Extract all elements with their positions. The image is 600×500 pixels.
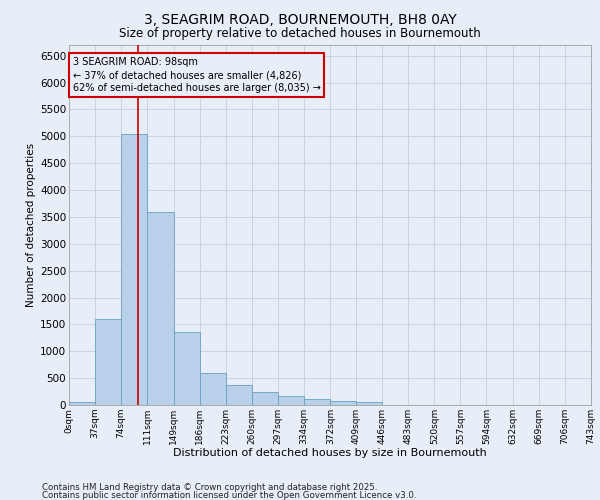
Bar: [356, 402, 382, 405]
Bar: [147, 212, 173, 405]
X-axis label: Distribution of detached houses by size in Bournemouth: Distribution of detached houses by size …: [173, 448, 487, 458]
Bar: [95, 319, 121, 405]
Bar: [304, 398, 331, 405]
Bar: [200, 373, 226, 405]
Bar: [226, 385, 251, 405]
Bar: [121, 134, 147, 405]
Bar: [331, 400, 356, 405]
Text: 3 SEAGRIM ROAD: 98sqm
← 37% of detached houses are smaller (4,826)
62% of semi-d: 3 SEAGRIM ROAD: 98sqm ← 37% of detached …: [73, 57, 320, 93]
Text: 3, SEAGRIM ROAD, BOURNEMOUTH, BH8 0AY: 3, SEAGRIM ROAD, BOURNEMOUTH, BH8 0AY: [143, 12, 457, 26]
Y-axis label: Number of detached properties: Number of detached properties: [26, 143, 36, 307]
Text: Contains public sector information licensed under the Open Government Licence v3: Contains public sector information licen…: [42, 491, 416, 500]
Text: Contains HM Land Registry data © Crown copyright and database right 2025.: Contains HM Land Registry data © Crown c…: [42, 484, 377, 492]
Text: Size of property relative to detached houses in Bournemouth: Size of property relative to detached ho…: [119, 28, 481, 40]
Bar: [69, 402, 95, 405]
Bar: [278, 396, 304, 405]
Bar: [173, 332, 200, 405]
Bar: [251, 392, 278, 405]
